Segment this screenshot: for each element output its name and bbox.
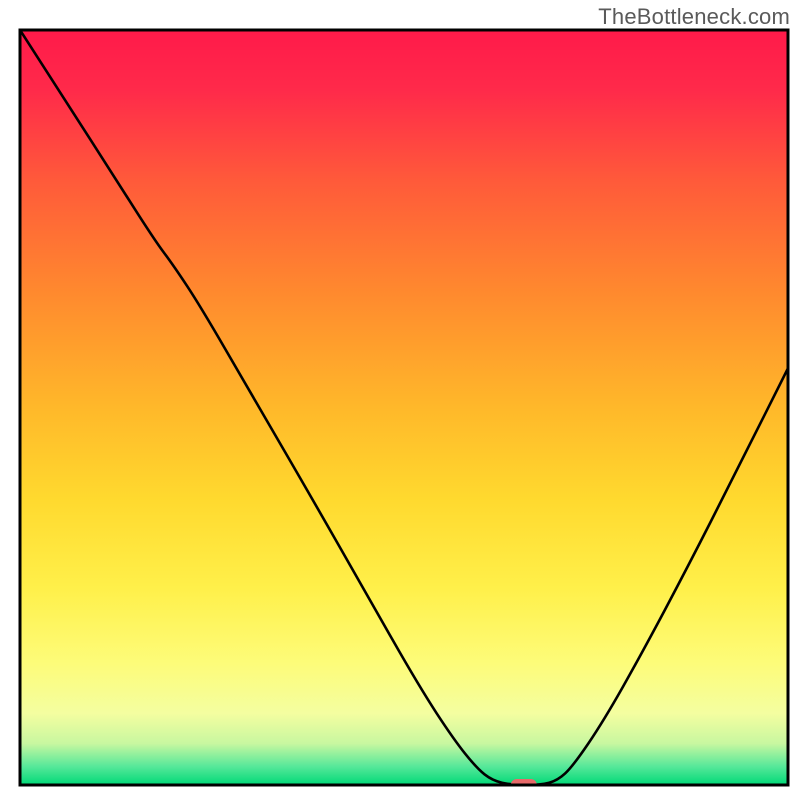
chart-root: { "meta": { "watermark": "TheBottleneck.… <box>0 0 800 800</box>
gradient-fill <box>20 30 788 785</box>
bottleneck-chart <box>0 0 800 800</box>
watermark-text: TheBottleneck.com <box>598 4 790 30</box>
